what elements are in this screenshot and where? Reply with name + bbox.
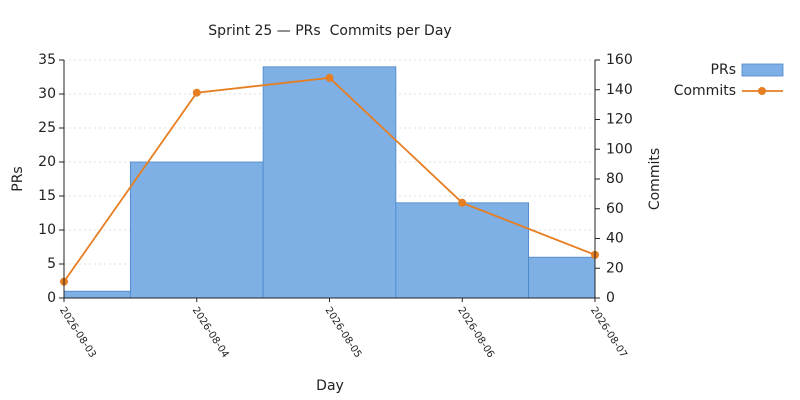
x-tick-label: 2026-08-06 (455, 305, 496, 360)
bar (262, 66, 397, 298)
y2-tick-label: 160 (606, 52, 633, 68)
x-tick-label: 2026-08-05 (322, 305, 363, 360)
legend-marker (758, 87, 766, 95)
bar (129, 161, 264, 298)
y2-tick-label: 80 (606, 171, 624, 187)
y-tick-label: 15 (38, 188, 56, 204)
y2-tick-label: 120 (606, 112, 633, 128)
legend-label: Commits (674, 83, 736, 99)
marker (325, 73, 334, 82)
x-tick-label: 2026-08-04 (190, 305, 231, 360)
y2-tick-label: 0 (606, 290, 615, 306)
chart-title: Sprint 25 — PRs Commits per Day (208, 23, 451, 39)
y-tick-label: 35 (38, 52, 56, 68)
bar (64, 290, 131, 298)
y2-tick-label: 100 (606, 141, 633, 157)
y-tick-label: 30 (38, 86, 56, 102)
y-tick-label: 0 (47, 290, 56, 306)
y-tick-label: 5 (47, 256, 56, 272)
y2-tick-label: 20 (606, 260, 624, 276)
bar (528, 256, 595, 298)
legend-swatch (741, 63, 784, 77)
y2-axis-label: Commits (647, 148, 663, 210)
x-tick-label: 2026-08-03 (57, 305, 98, 360)
legend-label: PRs (711, 62, 736, 78)
x-tick-label: 2026-08-07 (588, 305, 629, 360)
y2-tick-label: 40 (606, 231, 624, 247)
bar (395, 202, 530, 298)
y2-tick-label: 60 (606, 201, 624, 217)
y-tick-label: 20 (38, 154, 56, 170)
plot-area (64, 66, 595, 298)
y-axis-label: PRs (10, 166, 26, 191)
marker (458, 198, 467, 207)
x-axis-label: Day (316, 378, 344, 394)
marker (192, 88, 201, 97)
y2-tick-label: 140 (606, 82, 633, 98)
y-tick-label: 25 (38, 120, 56, 136)
y-tick-label: 10 (38, 222, 56, 238)
